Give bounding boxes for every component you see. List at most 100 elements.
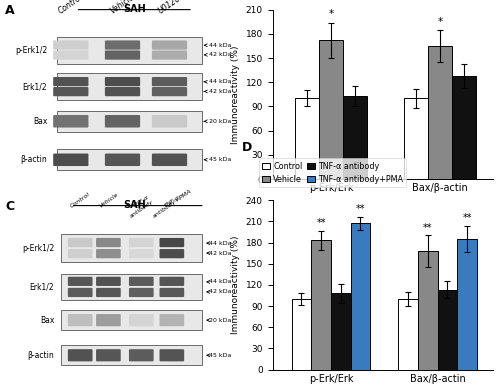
Text: **: ** (462, 214, 472, 223)
FancyBboxPatch shape (96, 277, 120, 286)
Bar (452, 76, 476, 179)
FancyBboxPatch shape (53, 154, 88, 166)
Bar (292, 299, 311, 370)
FancyBboxPatch shape (152, 50, 187, 60)
FancyBboxPatch shape (160, 249, 184, 258)
FancyBboxPatch shape (96, 288, 120, 297)
FancyBboxPatch shape (53, 77, 88, 86)
Y-axis label: Immunoreactivity (%): Immunoreactivity (%) (231, 236, 240, 334)
FancyBboxPatch shape (68, 288, 92, 297)
Bar (56, 37, 203, 64)
Text: **: ** (356, 204, 365, 214)
Text: 44 kDa: 44 kDa (210, 241, 232, 246)
Text: *: * (438, 17, 442, 27)
Text: 45 kDa: 45 kDa (210, 353, 232, 358)
Bar (344, 96, 367, 179)
FancyBboxPatch shape (152, 154, 187, 166)
FancyBboxPatch shape (105, 40, 140, 50)
FancyBboxPatch shape (68, 249, 92, 258)
Bar (428, 46, 452, 179)
FancyBboxPatch shape (96, 314, 120, 326)
Bar (418, 251, 438, 370)
Bar (62, 234, 202, 262)
Text: p-Erk1/2: p-Erk1/2 (15, 45, 48, 55)
Text: 44 kDa: 44 kDa (210, 280, 232, 285)
Text: A: A (5, 4, 15, 17)
Bar (296, 98, 320, 179)
Bar (398, 299, 418, 370)
Text: 20 kDa: 20 kDa (210, 318, 232, 323)
Text: Bax: Bax (33, 117, 48, 126)
FancyBboxPatch shape (68, 277, 92, 286)
Text: Vehicle: Vehicle (98, 192, 119, 209)
FancyBboxPatch shape (105, 154, 140, 166)
Bar (350, 223, 370, 370)
FancyBboxPatch shape (129, 238, 154, 247)
FancyBboxPatch shape (96, 238, 120, 247)
Text: **: ** (423, 223, 432, 233)
Text: C: C (5, 200, 14, 213)
Text: 45 kDa: 45 kDa (210, 157, 232, 162)
Text: *: * (329, 9, 334, 19)
Bar (62, 310, 202, 330)
FancyBboxPatch shape (96, 349, 120, 362)
Bar (458, 239, 477, 370)
FancyBboxPatch shape (129, 314, 154, 326)
Text: 44 kDa: 44 kDa (210, 79, 232, 84)
Text: 44 kDa: 44 kDa (210, 43, 232, 48)
FancyBboxPatch shape (160, 349, 184, 362)
Text: antibody: antibody (128, 199, 154, 219)
FancyBboxPatch shape (68, 349, 92, 362)
FancyBboxPatch shape (160, 288, 184, 297)
Text: Control: Control (70, 192, 91, 209)
Text: p-Erk1/2: p-Erk1/2 (22, 244, 54, 253)
FancyBboxPatch shape (53, 115, 88, 127)
FancyBboxPatch shape (160, 238, 184, 247)
Text: SAH: SAH (123, 200, 146, 210)
Text: TNF-α: TNF-α (163, 195, 180, 209)
Text: Bax: Bax (40, 316, 54, 325)
Bar (320, 40, 344, 179)
Bar (56, 111, 203, 132)
FancyBboxPatch shape (129, 349, 154, 362)
FancyBboxPatch shape (53, 50, 88, 60)
Bar (62, 345, 202, 365)
Bar (404, 98, 428, 179)
FancyBboxPatch shape (105, 87, 140, 96)
Text: Erk1/2: Erk1/2 (30, 283, 54, 291)
FancyBboxPatch shape (129, 288, 154, 297)
Bar (62, 274, 202, 300)
Text: Control: Control (57, 0, 84, 15)
Text: SAH: SAH (123, 4, 146, 14)
Text: 42 kDa: 42 kDa (210, 251, 232, 256)
FancyBboxPatch shape (129, 277, 154, 286)
FancyBboxPatch shape (105, 115, 140, 127)
FancyBboxPatch shape (129, 249, 154, 258)
Text: TNF-α: TNF-α (132, 195, 150, 209)
Text: 42 kDa: 42 kDa (210, 89, 232, 94)
FancyBboxPatch shape (160, 314, 184, 326)
Y-axis label: Immunoreactivity (%): Immunoreactivity (%) (231, 45, 240, 144)
Text: 42 kDa: 42 kDa (210, 52, 232, 57)
FancyBboxPatch shape (152, 77, 187, 86)
Text: U0126: U0126 (156, 0, 182, 15)
Text: Vehicle: Vehicle (108, 0, 136, 15)
Bar (56, 149, 203, 170)
Text: β-actin: β-actin (20, 155, 48, 164)
Legend: Control, Vehicle, TNF-α antibody, TNF-α antibody+PMA: Control, Vehicle, TNF-α antibody, TNF-α … (259, 159, 406, 187)
Text: β-actin: β-actin (28, 351, 54, 360)
Text: Erk1/2: Erk1/2 (22, 82, 48, 91)
Bar (438, 290, 458, 370)
Text: antibody+PMA: antibody+PMA (152, 189, 192, 219)
FancyBboxPatch shape (105, 77, 140, 86)
FancyBboxPatch shape (68, 314, 92, 326)
FancyBboxPatch shape (53, 40, 88, 50)
FancyBboxPatch shape (152, 40, 187, 50)
FancyBboxPatch shape (152, 115, 187, 127)
Text: 20 kDa: 20 kDa (210, 119, 232, 124)
FancyBboxPatch shape (152, 87, 187, 96)
Text: D: D (242, 141, 252, 154)
FancyBboxPatch shape (68, 238, 92, 247)
Bar (331, 293, 350, 370)
FancyBboxPatch shape (96, 249, 120, 258)
